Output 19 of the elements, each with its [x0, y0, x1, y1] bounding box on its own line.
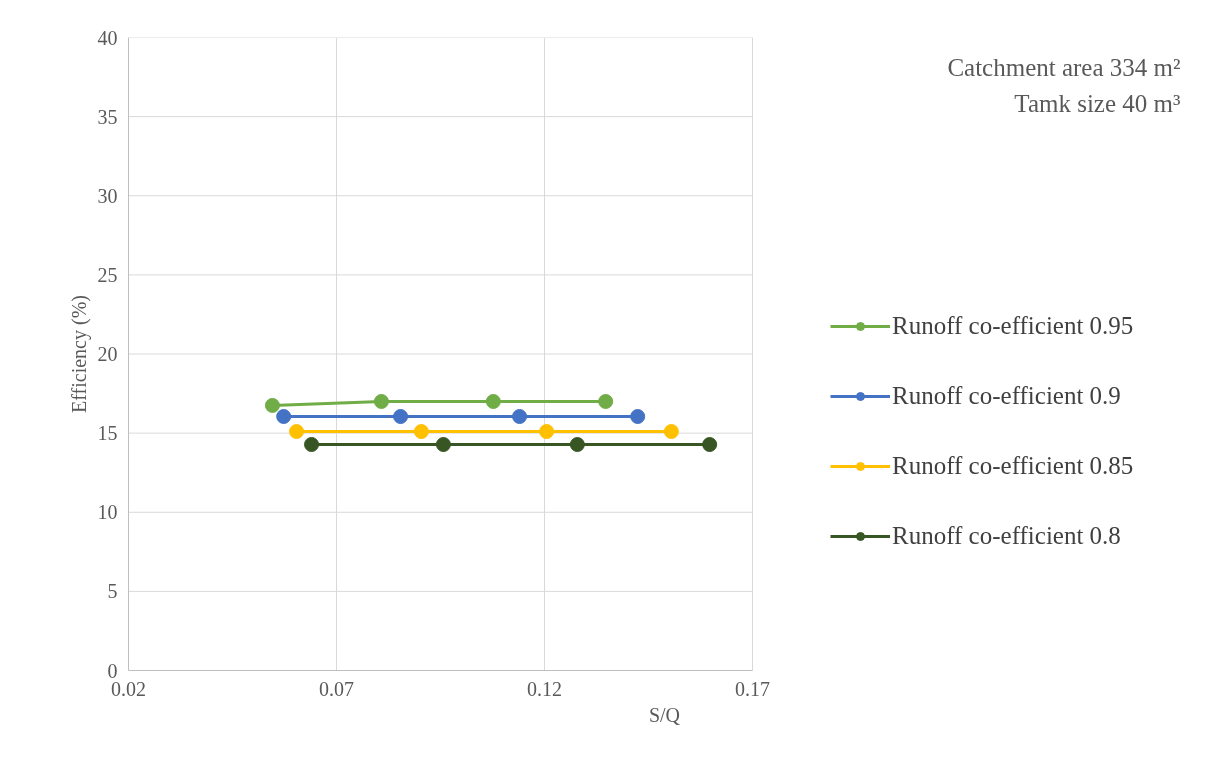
y-tick-label: 15: [97, 422, 118, 445]
x-tick-label: 0.07: [319, 677, 354, 700]
x-tick-label: 0.17: [735, 677, 770, 700]
y-tick-label: 30: [97, 184, 118, 207]
legend-label: Runoff co-efficient 0.9: [892, 382, 1121, 410]
legend-label: Runoff co-efficient 0.85: [892, 452, 1134, 480]
y-tick-label: 20: [97, 343, 118, 365]
y-tick-label: 25: [97, 263, 118, 286]
y-tick-label: 40: [97, 26, 118, 49]
text: Catchment area 334 m²: [947, 53, 1181, 81]
y-tick-label: 5: [107, 580, 118, 603]
legend-label: Runoff co-efficient 0.95: [892, 312, 1134, 340]
y-axis-title: Efficiency (%): [67, 295, 91, 413]
y-tick-label: 10: [97, 501, 118, 524]
text: Tamk size 40 m³: [1014, 89, 1181, 117]
x-tick-label: 0.12: [527, 677, 562, 700]
x-axis-title: S/Q: [648, 703, 681, 726]
y-tick-label: 35: [97, 105, 118, 128]
legend-label: Runoff co-efficient 0.8: [892, 522, 1121, 550]
